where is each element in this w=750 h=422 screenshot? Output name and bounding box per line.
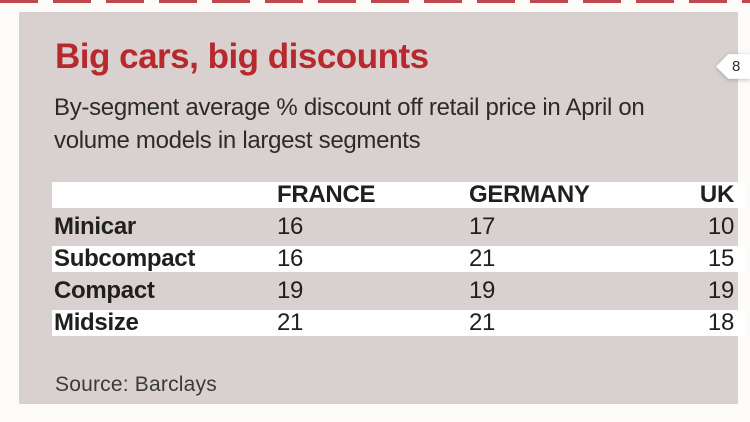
table-row-subcompact: Subcompact 16 21 15 bbox=[52, 246, 746, 272]
value-uk: 15 bbox=[707, 245, 734, 272]
table-row-minicar: Minicar 16 17 10 bbox=[52, 214, 746, 240]
table-header-row: FRANCE GERMANY UK bbox=[52, 182, 746, 208]
chart-subtitle-line2: volume models in largest segments bbox=[54, 127, 421, 154]
value-france: 16 bbox=[277, 245, 304, 272]
value-germany: 21 bbox=[469, 309, 496, 336]
value-france: 16 bbox=[277, 213, 304, 240]
value-germany: 21 bbox=[469, 245, 496, 272]
table-row-midsize: Midsize 21 21 18 bbox=[52, 310, 746, 336]
chart-title: Big cars, big discounts bbox=[55, 37, 429, 76]
row-label: Subcompact bbox=[54, 245, 196, 272]
column-header-france: FRANCE bbox=[277, 181, 376, 208]
row-label: Minicar bbox=[54, 213, 136, 240]
row-label: Midsize bbox=[54, 309, 139, 336]
chart-card: Big cars, big discounts By-segment avera… bbox=[19, 12, 746, 404]
source-note: Source: Barclays bbox=[55, 373, 217, 396]
chart-subtitle-line1: By-segment average % discount off retail… bbox=[54, 94, 645, 121]
row-label: Compact bbox=[54, 277, 155, 304]
chart-subtitle: By-segment average % discount off retail… bbox=[54, 91, 645, 157]
page-index-badge-label: 8 bbox=[716, 54, 750, 79]
page-index-badge: 8 bbox=[716, 53, 750, 80]
column-header-germany: GERMANY bbox=[469, 181, 590, 208]
value-germany: 19 bbox=[469, 277, 496, 304]
top-dashed-rule bbox=[0, 0, 750, 3]
value-uk: 19 bbox=[707, 277, 734, 304]
value-germany: 17 bbox=[469, 213, 496, 240]
value-france: 19 bbox=[277, 277, 304, 304]
value-france: 21 bbox=[277, 309, 304, 336]
table-row-compact: Compact 19 19 19 bbox=[52, 278, 746, 304]
column-header-uk: UK bbox=[699, 181, 734, 208]
value-uk: 18 bbox=[707, 309, 734, 336]
value-uk: 10 bbox=[707, 213, 734, 240]
